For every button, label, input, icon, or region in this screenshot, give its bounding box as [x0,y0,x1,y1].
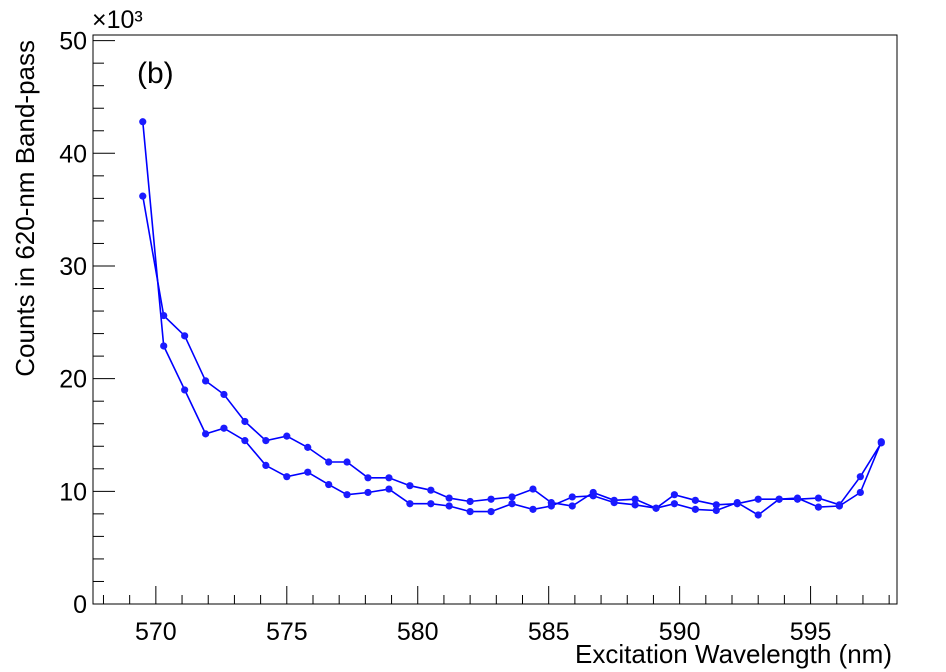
plot-frame [92,34,898,605]
series-2-point [466,497,474,506]
y-tick-label: 40 [59,140,87,168]
series-2-point [793,494,802,502]
x-tick-label: 585 [528,618,570,646]
x-tick-label: 595 [790,618,832,646]
series-2-point [160,311,168,320]
series-2-point [445,494,453,502]
series-1-point [487,508,495,516]
series-2-point [547,498,555,507]
y-tick-label: 20 [59,366,87,394]
series-1-point [712,506,720,515]
series-2-point [181,332,189,340]
series-1-point [181,386,189,394]
series-2-point [877,438,885,446]
x-tick-label: 570 [135,618,177,646]
series-1-line [142,121,882,516]
series-2-point [202,377,210,385]
series-1-point [754,511,762,519]
series-1-point [325,480,333,489]
series-1-point [856,473,864,481]
series-2-point [589,488,597,497]
y-tick-label: 50 [59,28,87,56]
series-2-point [241,417,249,426]
series-1-point [529,505,537,513]
series-1-point [670,500,678,508]
y-axis: 0 10 20 30 40 50 [59,28,115,619]
y-tick-label: 30 [59,253,87,281]
series-2-point [304,443,312,451]
series-2-point [856,488,864,497]
series-2-point [733,500,741,508]
series-2-point [631,495,639,503]
series-2-point [283,432,291,440]
series-2-point [814,503,823,511]
series-2-point [529,485,537,493]
series-1-point [427,500,435,508]
series-2-point [262,437,270,445]
series-1-point [466,508,474,516]
series-1-point [241,437,249,445]
series-1-point [343,491,351,499]
series-2-point [139,192,147,200]
series-2-point [610,496,618,504]
series-2-point [406,482,414,490]
series-1-point [445,502,453,510]
series-1-point [385,485,393,493]
series-2-point [775,495,783,503]
series-2-point [835,502,843,510]
x-tick-label: 590 [659,618,701,646]
series-layer [139,118,885,519]
series-1-point [631,501,639,509]
x-axis-title: Excitation Wavelength (nm) [575,639,892,669]
y-axis-title: Counts in 620-nm Band-pass [10,40,40,377]
series-2-point [364,474,372,482]
series-1-point [262,461,270,470]
series-1-point [508,500,516,508]
series-1-point [220,424,228,432]
series-2-point [220,390,228,399]
series-1-point [283,473,291,481]
series-2-point [325,458,333,466]
series-1-point [364,488,372,497]
y-tick-label: 10 [59,478,87,506]
series-1-point [406,500,414,508]
series-1-point [691,505,699,513]
series-2-point [754,495,762,503]
series-2-point [712,501,720,509]
series-2-line [142,195,883,510]
y-exponent-label: ×10³ [92,6,143,34]
series-2-point [508,493,516,501]
series-2-point [568,502,576,510]
x-tick-label: 580 [397,618,439,646]
series-1-point [139,118,147,126]
x-tick-label: 575 [266,618,308,646]
series-1-point [814,494,823,502]
series-1-point [304,468,312,476]
series-2-point [652,504,660,512]
series-1-point [202,430,210,438]
series-2-point [385,474,393,482]
series-1-point [568,493,576,501]
series-2-point [427,486,435,494]
series-2-point [487,495,495,503]
panel-label: (b) [137,57,174,90]
series-1-point [160,342,168,350]
series-2-point [670,491,678,499]
y-tick-label: 0 [73,591,87,619]
x-axis: 570 575 580 585 590 595 [102,586,890,646]
series-2-point [343,458,351,466]
series-2-point [691,496,699,504]
